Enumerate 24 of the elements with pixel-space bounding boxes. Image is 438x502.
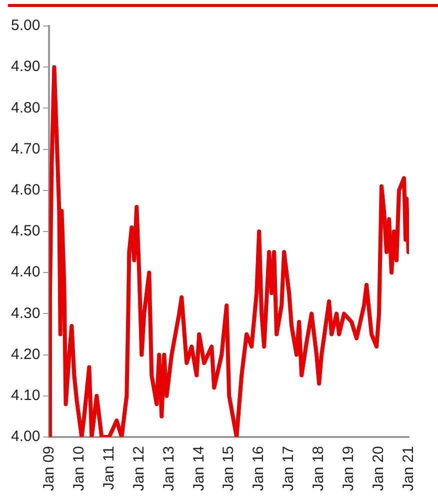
x-tick-label: Jan 13 <box>160 446 178 492</box>
y-tick-label: 4.70 <box>10 140 40 158</box>
y-tick-label: 4.40 <box>10 264 40 281</box>
y-tick-label: 4.10 <box>10 387 40 404</box>
x-tick-label: Jan 18 <box>310 446 328 492</box>
x-tick-label: Jan 20 <box>370 446 388 492</box>
x-tick-label: Jan 16 <box>250 446 268 492</box>
x-tick-label: Jan 21 <box>400 446 418 492</box>
y-tick-label: 4.80 <box>10 99 40 116</box>
y-tick-label: 4.50 <box>10 222 40 240</box>
y-tick-label: 4.90 <box>10 58 40 76</box>
x-tick-label: Jan 12 <box>130 446 148 492</box>
x-tick-label: Jan 09 <box>40 446 58 492</box>
y-tick-label: 4.00 <box>10 428 40 446</box>
x-tick-label: Jan 11 <box>100 446 118 490</box>
y-tick-label: 4.30 <box>10 304 40 322</box>
x-tick-label: Jan 15 <box>220 446 238 492</box>
x-tick-label: Jan 19 <box>340 446 358 492</box>
y-tick-label: 4.60 <box>10 182 40 199</box>
x-tick-label: Jan 17 <box>280 446 298 492</box>
y-tick-label: 4.20 <box>10 346 40 363</box>
x-tick-label: Jan 10 <box>70 446 88 492</box>
y-tick-label: 5.00 <box>10 17 40 34</box>
x-tick-label: Jan 14 <box>190 446 208 492</box>
